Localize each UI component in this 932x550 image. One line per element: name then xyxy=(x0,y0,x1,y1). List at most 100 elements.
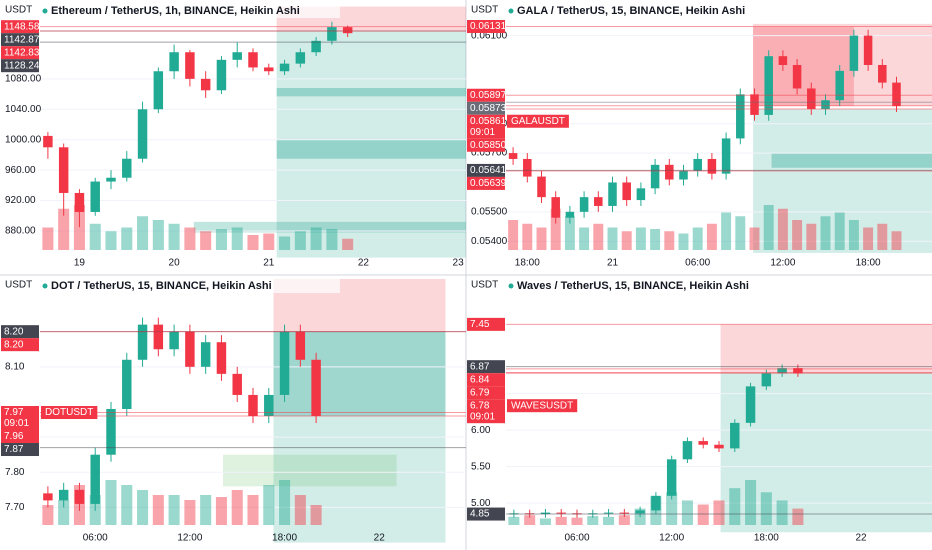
chart-panel: 0.054000.055000.057000.058000.0610018:00… xyxy=(467,3,932,269)
volume-bar xyxy=(58,208,70,250)
unit-label: USDT xyxy=(471,5,498,16)
price-tag xyxy=(467,138,505,152)
volume-bar xyxy=(550,208,561,250)
volume-bar xyxy=(664,231,675,250)
candle-body xyxy=(169,331,179,350)
x-tick-label: 06:00 xyxy=(83,533,108,544)
header-bg xyxy=(506,278,806,293)
candle-body xyxy=(619,512,630,514)
symbol-tag-label: WAVESUSDT xyxy=(511,400,573,411)
volume-bar xyxy=(215,229,227,250)
price-tag xyxy=(467,373,505,387)
candle-body xyxy=(58,489,69,501)
chart-panel: 880.00 920.00 960.00 1000.00 1040.00 1080.00 1… xyxy=(1,3,466,269)
price-tag xyxy=(467,101,505,115)
volume-bar xyxy=(776,500,788,525)
price-tag xyxy=(467,163,505,177)
x-tick-label: 21 xyxy=(607,258,619,269)
candle-body xyxy=(106,177,116,182)
candle-body xyxy=(90,454,100,504)
candle-body xyxy=(736,94,745,139)
volume-bar xyxy=(848,220,859,250)
price-tag-label: 7.96 xyxy=(4,431,24,442)
y-tick-label: 5.00 xyxy=(471,498,491,509)
volume-bar xyxy=(792,508,804,525)
price-tag-label: 1142.87 xyxy=(4,34,40,45)
candle-body xyxy=(750,94,759,115)
candle-body xyxy=(594,197,603,206)
volume-bar xyxy=(279,480,291,525)
y-tick-label: 920.00 xyxy=(5,195,36,206)
volume-bar xyxy=(820,216,831,250)
x-tick-label: 20 xyxy=(169,258,181,269)
candle-body xyxy=(122,158,132,178)
volume-bar xyxy=(105,231,117,250)
y-tick-label: 5.50 xyxy=(471,461,491,472)
price-tag xyxy=(1,443,39,457)
volume-bar xyxy=(184,500,196,525)
volume-bar xyxy=(571,517,583,525)
volume-bar xyxy=(121,227,133,250)
position-zone xyxy=(771,153,932,168)
volume-bar xyxy=(749,227,760,250)
y-tick-label: 0.05500 xyxy=(471,206,508,217)
volume-bar xyxy=(152,495,164,525)
candle-body xyxy=(185,52,195,79)
price-tag xyxy=(467,507,505,521)
volume-bar xyxy=(735,216,746,250)
price-tag-label: 4.85 xyxy=(470,509,490,520)
volume-bar xyxy=(168,223,180,250)
price-tag-label: 8.20 xyxy=(4,326,24,337)
volume-bar xyxy=(713,500,725,525)
volume-bar xyxy=(564,216,575,250)
volume-bar xyxy=(247,235,259,250)
candle-body xyxy=(807,88,816,110)
status-dot xyxy=(42,8,48,14)
volume-bar xyxy=(58,500,70,525)
volume-bar xyxy=(215,497,227,525)
candle-body xyxy=(74,192,85,212)
header-bg xyxy=(40,278,340,293)
volume-bar xyxy=(310,505,322,525)
candle-body xyxy=(295,331,306,360)
volume-bar xyxy=(310,227,322,250)
candle-body xyxy=(603,512,614,514)
candle-body xyxy=(730,422,740,449)
volume-bar xyxy=(522,223,533,250)
chart-title: Waves / TetherUS, 15, BINANCE, Heikin As… xyxy=(517,280,749,292)
candle-body xyxy=(295,52,306,64)
position-zone xyxy=(753,109,932,253)
volume-bar xyxy=(200,231,212,250)
candle-body xyxy=(556,512,566,514)
volume-bar xyxy=(73,205,85,250)
x-tick-label: 18:00 xyxy=(272,533,297,544)
volume-bar xyxy=(42,227,54,250)
candle-body xyxy=(693,158,702,171)
symbol-tag xyxy=(507,114,569,128)
x-tick-label: 22 xyxy=(374,533,386,544)
candle-body xyxy=(777,368,787,374)
price-tag-label: 0.05850 xyxy=(470,140,507,151)
x-tick-label: 18:00 xyxy=(856,258,881,269)
volume-bar xyxy=(294,495,306,525)
candle-body xyxy=(74,489,85,504)
price-tag xyxy=(467,114,505,139)
volume-bar xyxy=(263,233,275,250)
volume-bar xyxy=(524,515,536,525)
candle-body xyxy=(635,510,645,514)
price-tag xyxy=(467,176,505,190)
y-tick-label: 0.05400 xyxy=(471,236,508,247)
x-tick-label: 18:00 xyxy=(515,258,540,269)
price-tag xyxy=(1,430,39,444)
position-zone xyxy=(276,139,466,159)
volume-bar xyxy=(555,516,567,525)
candle-body xyxy=(248,52,258,68)
volume-bar xyxy=(650,229,661,250)
candle-body xyxy=(232,373,242,395)
candle-body xyxy=(622,182,631,201)
candle-body xyxy=(43,493,53,501)
x-tick-label: 22 xyxy=(855,533,867,544)
volume-bar xyxy=(279,236,291,250)
candle-body xyxy=(682,441,693,460)
header-bg xyxy=(506,3,806,18)
